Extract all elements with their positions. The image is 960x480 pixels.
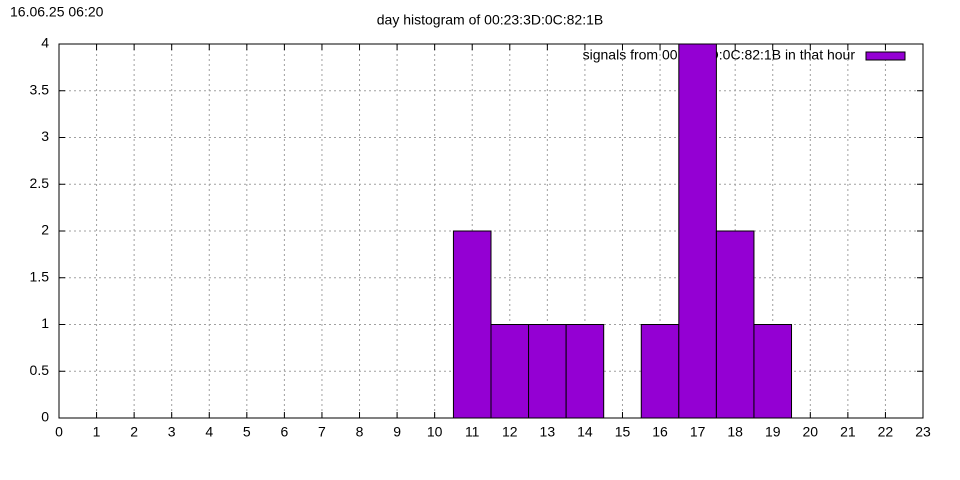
- y-tick-label: 3: [41, 128, 49, 144]
- x-tick-label: 13: [540, 424, 556, 440]
- x-tick-label: 10: [427, 424, 443, 440]
- y-tick-label: 1: [41, 315, 49, 331]
- bar: [678, 43, 717, 419]
- x-tick-label: 12: [502, 424, 518, 440]
- timestamp: 16.06.25 06:20: [10, 4, 104, 20]
- bar: [452, 230, 492, 419]
- legend-swatch: [865, 51, 906, 61]
- x-tick-label: 21: [840, 424, 856, 440]
- y-tick-label: 2.5: [30, 175, 50, 191]
- bar: [715, 230, 755, 419]
- x-tick-label: 14: [577, 424, 593, 440]
- bar: [640, 324, 680, 419]
- x-tick-label: 20: [803, 424, 819, 440]
- x-tick-label: 1: [93, 424, 101, 440]
- y-tick-label: 4: [41, 35, 49, 51]
- x-tick-label: 5: [243, 424, 251, 440]
- y-tick-label: 2: [41, 222, 49, 238]
- x-tick-label: 16: [652, 424, 668, 440]
- chart-title: day histogram of 00:23:3D:0C:82:1B: [377, 12, 603, 28]
- bar: [565, 324, 605, 419]
- x-tick-label: 8: [356, 424, 364, 440]
- x-tick-label: 7: [318, 424, 326, 440]
- x-tick-label: 23: [915, 424, 931, 440]
- y-tick-label: 3.5: [30, 81, 50, 97]
- x-tick-label: 18: [727, 424, 743, 440]
- legend-label: signals from 00:23:3D:0C:82:1B in that h…: [583, 47, 856, 63]
- x-tick-label: 4: [205, 424, 213, 440]
- y-tick-label: 1.5: [30, 268, 50, 284]
- x-tick-label: 2: [130, 424, 138, 440]
- x-tick-label: 19: [765, 424, 781, 440]
- y-tick-label: 0: [41, 409, 49, 425]
- bar: [490, 324, 530, 419]
- x-tick-label: 0: [55, 424, 63, 440]
- bar: [753, 324, 793, 419]
- x-tick-label: 15: [615, 424, 631, 440]
- x-tick-label: 17: [690, 424, 706, 440]
- plot-border: [58, 43, 924, 419]
- bar: [528, 324, 567, 419]
- y-tick-label: 0.5: [30, 362, 50, 378]
- x-tick-label: 9: [393, 424, 401, 440]
- x-tick-label: 3: [168, 424, 176, 440]
- x-tick-label: 22: [878, 424, 894, 440]
- x-tick-label: 6: [280, 424, 288, 440]
- x-tick-label: 11: [465, 424, 480, 440]
